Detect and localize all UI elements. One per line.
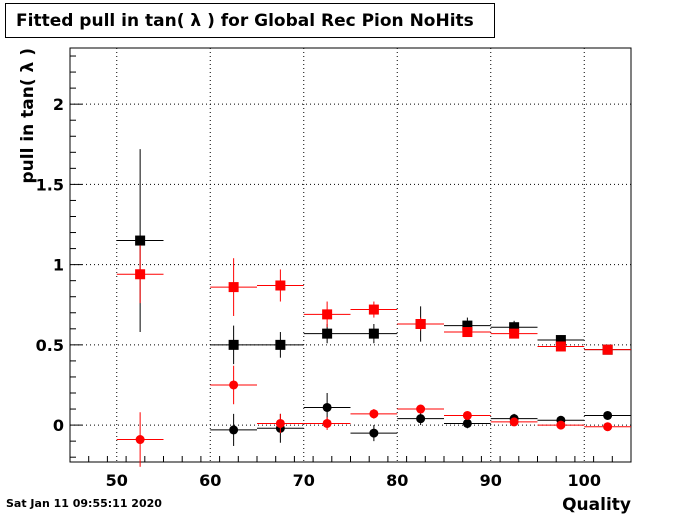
data-point-circle: [322, 402, 332, 412]
y-tick-label: 1.5: [36, 175, 64, 194]
data-point-circle: [229, 425, 239, 435]
data-point-square: [322, 328, 333, 339]
data-point-square: [462, 327, 473, 338]
x-axis-title: Quality: [562, 495, 631, 514]
x-tick-label: 100: [568, 471, 601, 490]
y-tick-label: 0: [53, 416, 64, 435]
data-point-circle: [462, 418, 472, 428]
chart-title: Fitted pull in tan( λ ) for Global Rec P…: [16, 11, 474, 31]
data-point-square: [322, 309, 333, 320]
data-point-circle: [416, 414, 426, 424]
data-point-square: [509, 328, 520, 339]
data-point-circle: [369, 409, 379, 419]
x-tick-label: 60: [199, 471, 221, 490]
data-point-square: [275, 280, 286, 291]
data-point-circle: [369, 428, 379, 438]
data-point-circle: [135, 435, 145, 445]
data-point-square: [275, 339, 286, 350]
data-point-square: [509, 322, 520, 333]
data-point-square: [602, 344, 613, 355]
data-point-square: [135, 235, 146, 246]
x-tick-label: 50: [106, 471, 128, 490]
data-point-circle: [416, 404, 426, 414]
y-tick-label: 2: [53, 95, 64, 114]
data-point-circle: [322, 418, 332, 428]
data-point-square: [415, 319, 426, 329]
chart-title-box: Fitted pull in tan( λ ) for Global Rec P…: [5, 3, 495, 38]
y-tick-label: 1: [53, 256, 64, 275]
data-point-circle: [556, 420, 566, 430]
data-point-circle: [462, 410, 472, 420]
data-point-square: [555, 341, 566, 352]
data-point-circle: [603, 422, 613, 432]
data-point-square: [228, 339, 239, 350]
x-tick-label: 80: [386, 471, 408, 490]
x-tick-label: 90: [480, 471, 502, 490]
data-point-square: [555, 335, 566, 346]
data-point-square: [135, 269, 146, 280]
data-point-circle: [509, 417, 519, 427]
x-tick-label: 70: [293, 471, 315, 490]
timestamp-label: Sat Jan 11 09:55:11 2020: [6, 497, 162, 510]
data-point-circle: [603, 410, 613, 420]
data-point-square: [368, 304, 379, 315]
data-point-square: [368, 328, 379, 339]
plot-frame: [69, 47, 632, 463]
data-point-circle: [229, 380, 239, 390]
data-point-square: [462, 320, 473, 331]
y-tick-label: 0.5: [36, 336, 64, 355]
data-point-square: [228, 282, 239, 293]
y-axis-title: pull in tan( λ ): [18, 48, 38, 184]
data-point-circle: [275, 418, 285, 428]
